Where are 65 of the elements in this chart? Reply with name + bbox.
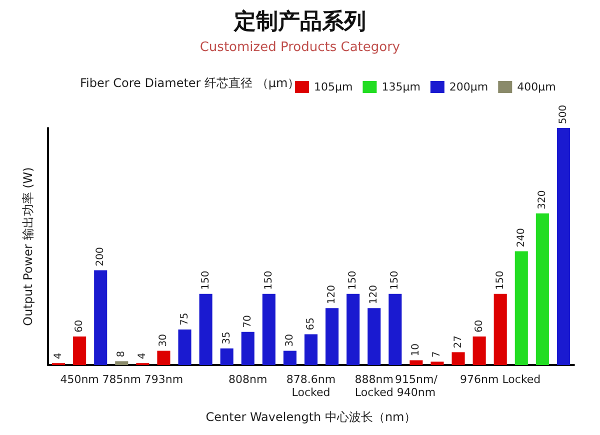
data-label: 150 [263, 270, 274, 290]
bar [536, 213, 549, 365]
bar [494, 294, 507, 365]
data-label: 500 [558, 104, 569, 124]
data-label: 10 [410, 344, 422, 356]
legend-label: 105µm [314, 80, 353, 94]
bar [94, 270, 108, 365]
data-label: 30 [158, 334, 170, 347]
bar [556, 128, 570, 365]
bar [346, 294, 360, 365]
data-label: 320 [536, 190, 548, 210]
legend-title: Fiber Core Diameter 纤芯直径 （µm） [80, 76, 300, 90]
data-label: 30 [284, 334, 296, 347]
data-label: 150 [390, 270, 401, 290]
bar [241, 332, 254, 365]
legend-label: 135µm [382, 80, 420, 94]
chart-subtitle: Customized Products Category [200, 40, 400, 55]
bar [157, 350, 170, 365]
bar [514, 251, 528, 365]
bar [178, 329, 192, 365]
data-label: 75 [179, 312, 190, 326]
data-label: 4 [137, 352, 148, 360]
bar [115, 361, 128, 365]
data-label: 4 [53, 352, 64, 360]
y-axis-title: Output Power 输出功率 (W) [21, 167, 35, 326]
x-tick-label: 878.6nm Locked [286, 373, 336, 399]
data-label: 200 [95, 247, 106, 266]
x-tick-label: 915nm/ 940nm [395, 373, 438, 399]
data-label: 60 [74, 320, 86, 333]
x-tick-label: 808nm [228, 373, 268, 386]
x-tick-label: 793nm [144, 373, 184, 386]
bar [472, 336, 486, 365]
data-label: 70 [242, 315, 254, 328]
bar [262, 294, 276, 365]
chart-title: 定制产品系列 [233, 8, 366, 34]
bar [326, 308, 339, 365]
legend-label: 200µm [449, 80, 488, 94]
bar [410, 360, 423, 365]
data-label: 240 [516, 228, 527, 248]
data-label: 8 [116, 350, 128, 358]
data-label: 150 [494, 270, 506, 290]
data-label: 150 [348, 270, 359, 290]
x-tick-label: 976nm Locked [460, 373, 541, 386]
data-label: 120 [368, 285, 380, 304]
data-label: 27 [452, 335, 464, 348]
legend-label: 400µm [517, 80, 556, 94]
data-label: 60 [474, 320, 485, 333]
bar [430, 362, 444, 365]
bar [220, 348, 234, 365]
bar [199, 294, 212, 365]
data-label: 150 [200, 270, 212, 290]
x-axis-title: Center Wavelength 中心波长（nm） [206, 410, 416, 424]
x-tick-label: 888nm Locked [354, 373, 394, 399]
bar [73, 336, 86, 365]
data-label: 7 [432, 351, 443, 358]
data-label: 65 [306, 317, 316, 330]
bar [283, 350, 296, 365]
bar [452, 352, 465, 365]
data-label: 35 [221, 332, 232, 344]
bar [388, 294, 402, 365]
bar [304, 334, 318, 365]
data-label: 120 [326, 285, 338, 304]
x-tick-label: 785nm [102, 373, 141, 386]
bar [368, 308, 381, 365]
x-tick-label: 450nm [60, 373, 99, 386]
